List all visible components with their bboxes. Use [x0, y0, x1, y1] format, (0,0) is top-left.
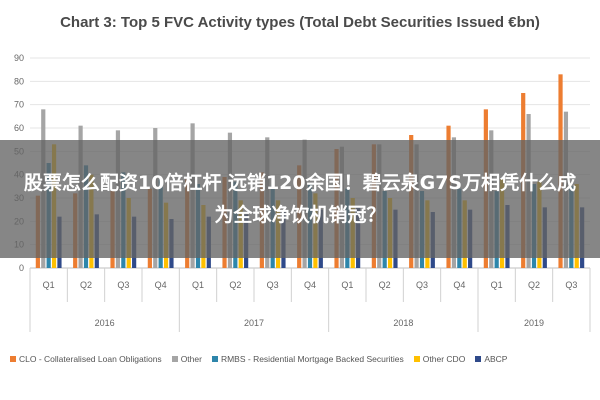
legend-swatch: [211, 356, 218, 362]
x-tick-label: Q2: [229, 280, 241, 290]
legend-label: Other CDO: [422, 354, 466, 364]
overlay-banner[interactable]: 股票怎么配资10倍杠杆 远销120余国！碧云泉G7S万相凭什么成为全球净饮机销冠…: [0, 140, 600, 258]
legend-item: ABCP: [475, 354, 507, 364]
y-tick-label: 0: [19, 263, 24, 273]
chart-legend: CLO - Collateralised Loan Obligations Oth…: [10, 352, 595, 366]
x-tick-label: Q1: [43, 280, 55, 290]
chart-title: Chart 3: Top 5 FVC Activity types (Total…: [60, 14, 540, 31]
year-label: 2016: [95, 318, 115, 328]
legend-label: RMBS - Residential Mortgage Backed Secur…: [220, 354, 404, 364]
x-tick-label: Q4: [453, 280, 465, 290]
x-tick-label: Q1: [192, 280, 204, 290]
x-tick-label: Q2: [80, 280, 92, 290]
x-tick-label: Q4: [155, 280, 167, 290]
legend-item: CLO - Collateralised Loan Obligations: [10, 354, 162, 364]
y-tick-label: 90: [14, 53, 24, 63]
year-label: 2019: [524, 318, 544, 328]
x-tick-label: Q3: [117, 280, 129, 290]
year-label: 2018: [393, 318, 413, 328]
banner-headline[interactable]: 股票怎么配资10倍杠杆 远销120余国！碧云泉G7S万相凭什么成为全球净饮机销冠…: [23, 172, 577, 226]
legend-swatch: [413, 356, 420, 362]
x-tick-label: Q2: [379, 280, 391, 290]
legend-item: Other: [171, 354, 202, 364]
legend-label: Other: [180, 354, 202, 364]
legend-item: Other CDO: [413, 354, 466, 364]
x-tick-label: Q3: [565, 280, 577, 290]
legend-swatch: [171, 356, 178, 362]
x-axis: Q1 Q2 Q3 Q4 Q1 Q2 Q3 Q4 Q1 Q2 Q3 Q4 Q1 Q2 Q3 2016 2017 20…: [29, 268, 591, 332]
year-label: 2017: [244, 318, 264, 328]
x-tick-label: Q2: [528, 280, 540, 290]
x-tick-label: Q1: [491, 280, 503, 290]
y-tick-label: 80: [14, 76, 24, 86]
x-tick-label: Q3: [267, 280, 279, 290]
x-tick-label: Q1: [341, 280, 353, 290]
y-tick-label: 70: [14, 100, 24, 110]
legend-item: RMBS - Residential Mortgage Backed Secur…: [211, 354, 404, 364]
x-tick-label: Q3: [416, 280, 428, 290]
legend-swatch: [10, 356, 16, 362]
legend-swatch: [475, 356, 482, 362]
x-tick-label: Q4: [304, 280, 316, 290]
legend-label: ABCP: [484, 354, 508, 364]
y-tick-label: 60: [14, 123, 24, 133]
legend-label: CLO - Collateralised Loan Obligations: [19, 354, 162, 364]
